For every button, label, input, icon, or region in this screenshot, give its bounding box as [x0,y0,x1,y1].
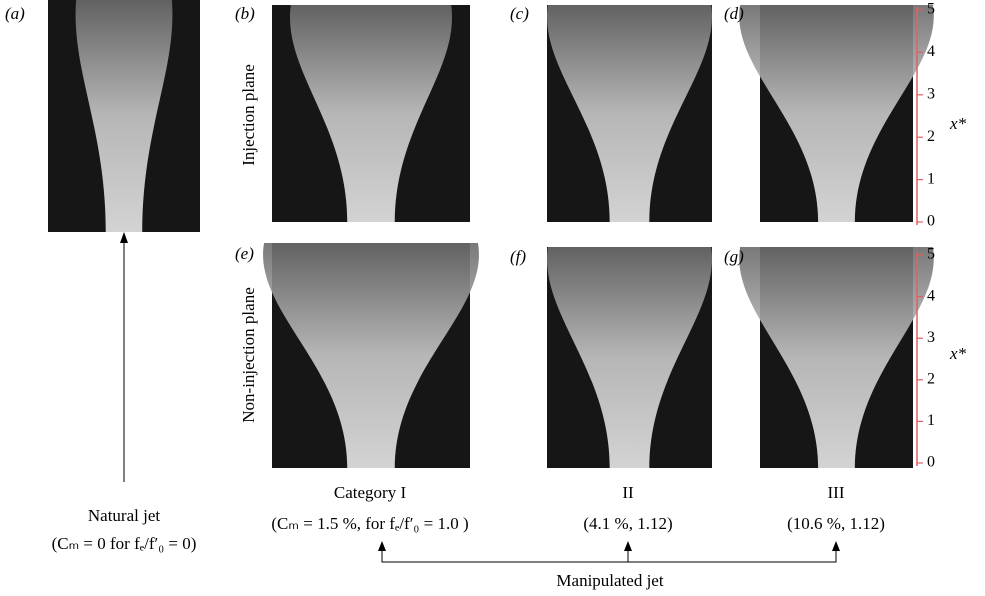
tick-label: 0 [927,213,935,230]
bracket-heads [378,541,840,551]
tick-label: 2 [927,128,935,145]
panel-label: (e) [235,244,254,263]
tick-label: 3 [927,85,935,102]
tick-label: 5 [927,1,935,18]
tick-label: 5 [927,246,935,263]
panel-label: (c) [510,4,529,23]
tick-label: 4 [927,43,935,60]
tick-label: 1 [927,170,935,187]
tick-label: 3 [927,329,935,346]
axis-label: x* [949,114,967,133]
panel-label: (f) [510,247,526,266]
panel-label: (g) [724,247,744,266]
panel-label: (b) [235,4,255,23]
caption: (4.1 %, 1.12) [583,514,672,533]
caption: III [828,483,845,502]
caption: Category I [334,483,407,502]
axis-label: x* [949,344,967,363]
tick-label: 1 [927,412,935,429]
tick-label: 4 [927,287,935,304]
tick-label: 0 [927,454,935,471]
caption: (Cₘ = 1.5 %, for fₑ/f′₀ = 1.0 ) [271,514,468,533]
figure: Injection plane Non-injection plane Natu… [0,0,985,596]
panel-label: (a) [5,4,25,23]
tick-label: 2 [927,370,935,387]
row-label: Non-injection plane [239,287,258,423]
caption: Manipulated jet [556,571,663,590]
caption: (Cₘ = 0 for fₑ/f′₀ = 0) [52,534,197,553]
arrow-head [120,232,128,243]
caption: Natural jet [88,506,160,525]
row-label: Injection plane [239,64,258,166]
caption: II [622,483,634,502]
bracket [382,550,836,562]
caption: (10.6 %, 1.12) [787,514,885,533]
panel-label: (d) [724,4,744,23]
